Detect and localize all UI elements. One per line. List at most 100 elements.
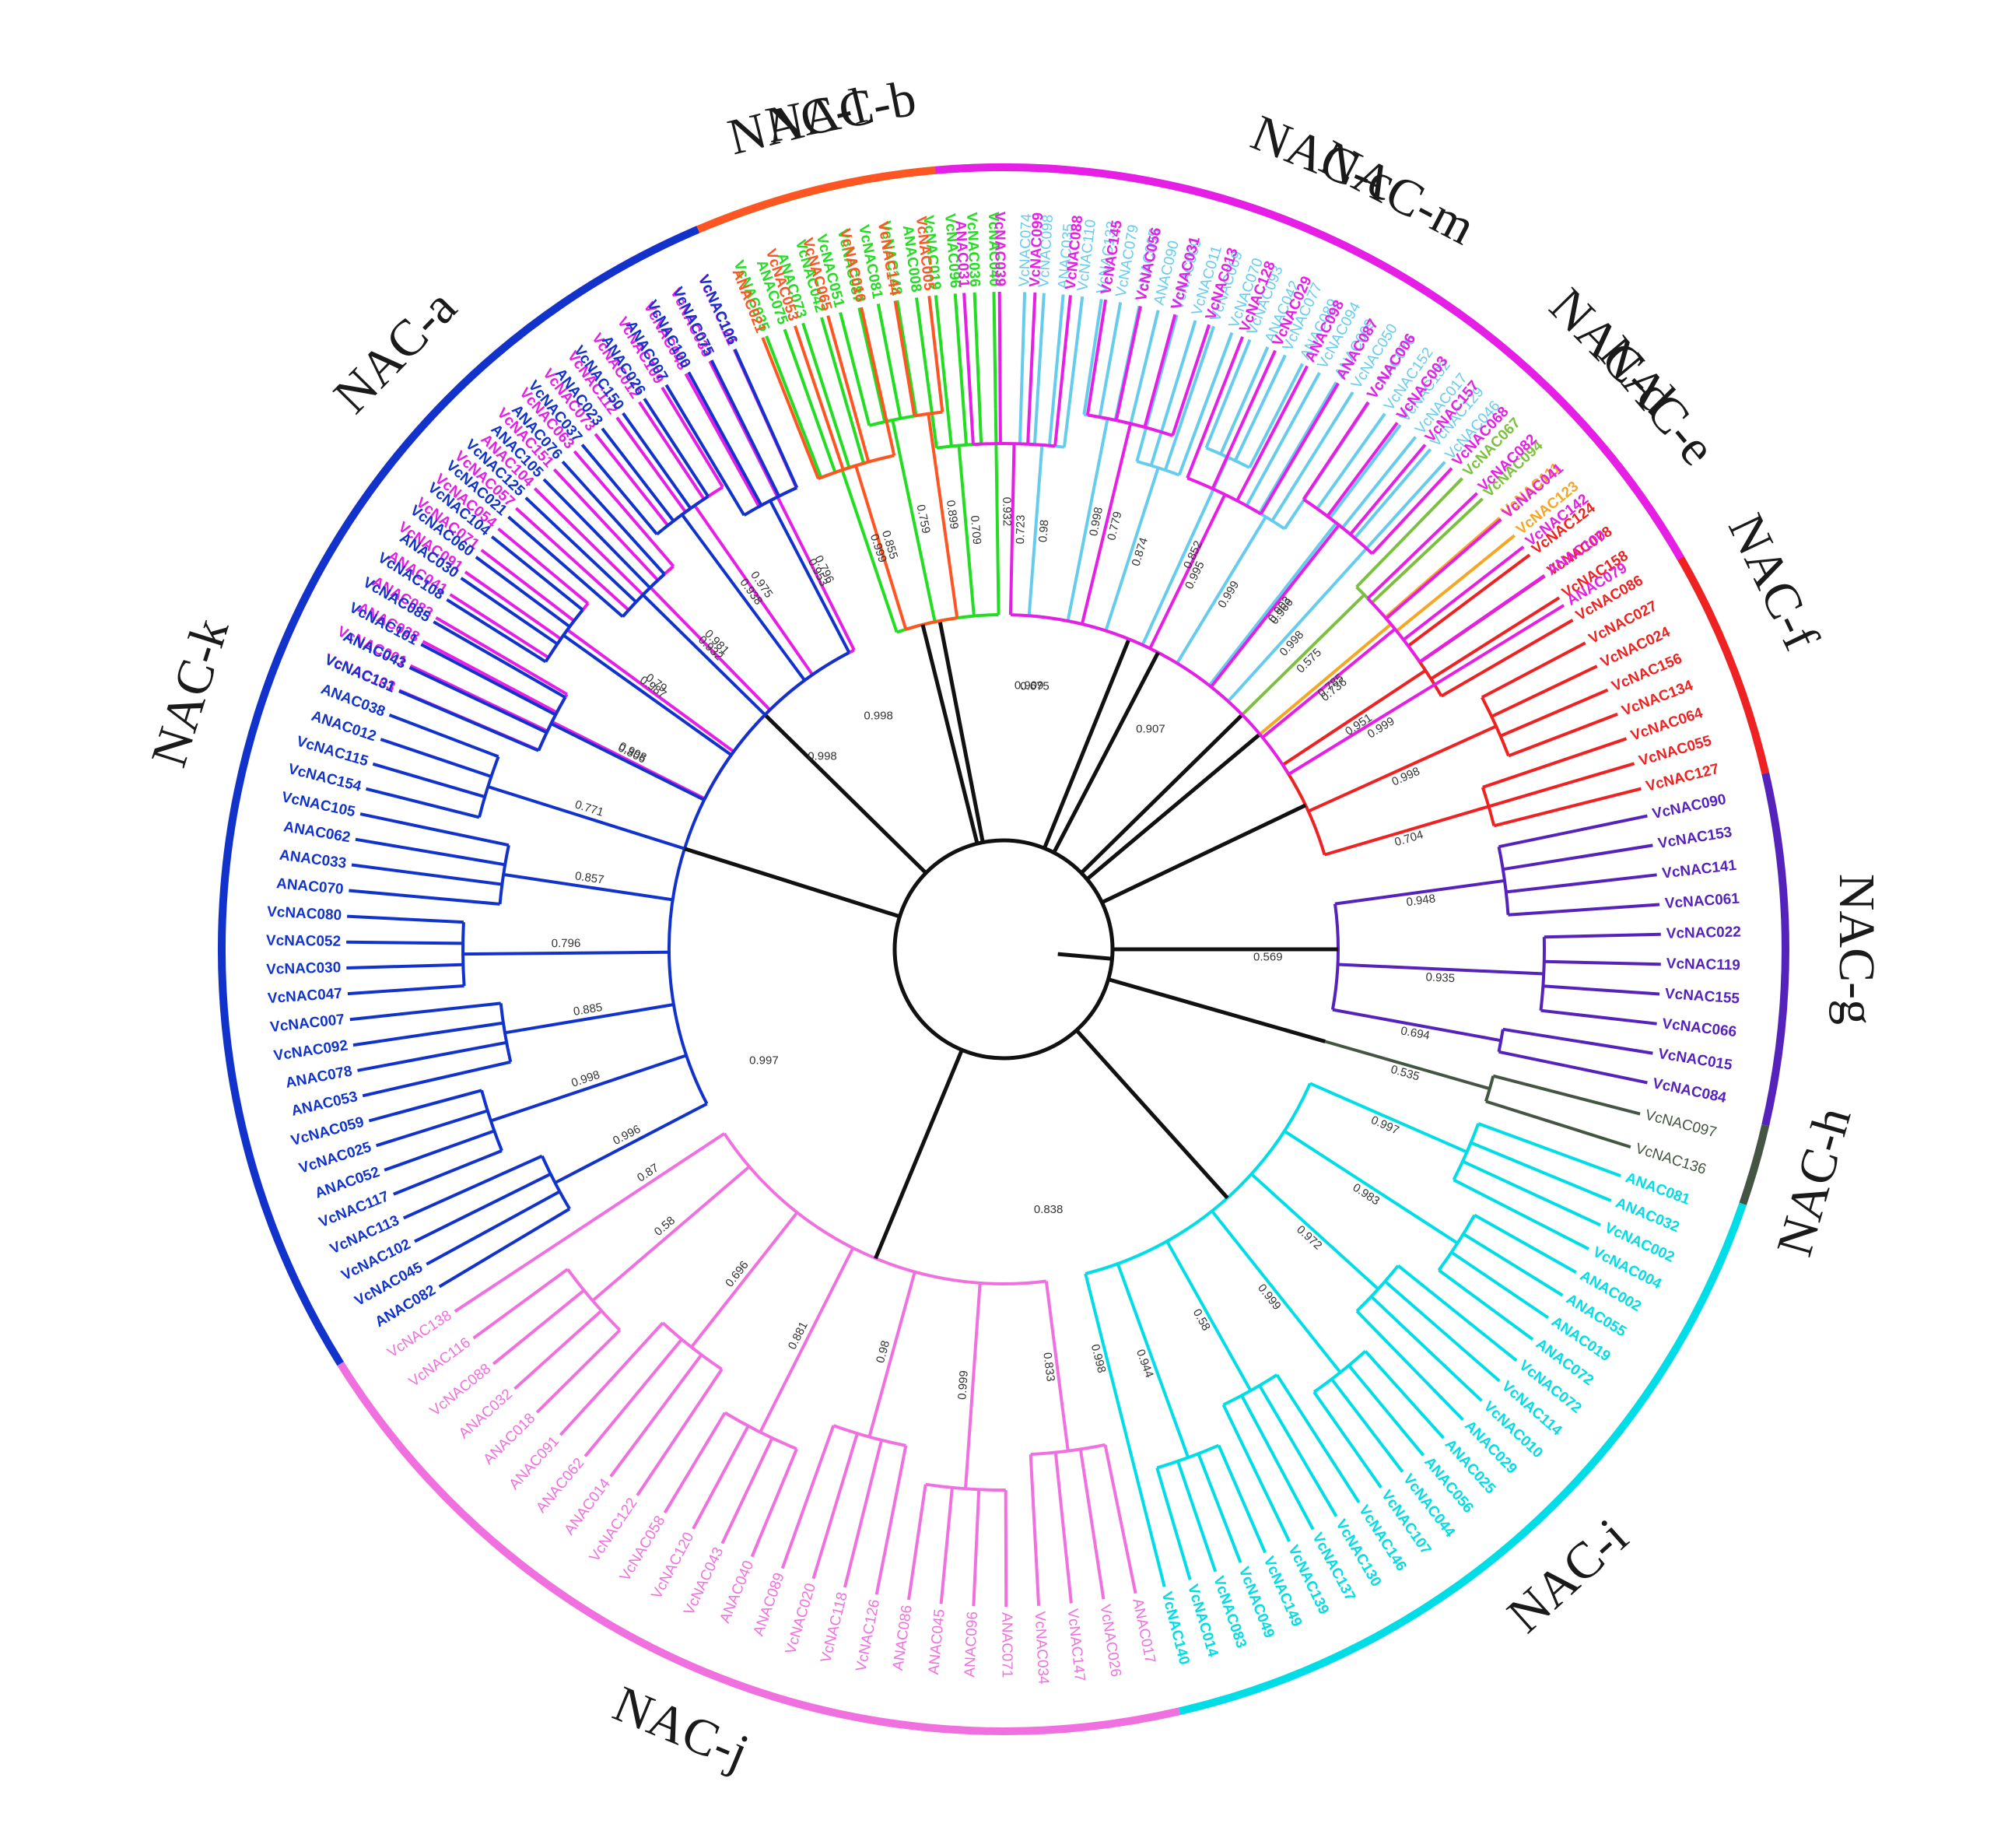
bootstrap-value: 0.885	[573, 1001, 604, 1019]
leaf-label: ANAC040	[717, 1559, 758, 1625]
leaf-label: VcNAC039	[991, 212, 1008, 286]
bootstrap-value: 0.999	[955, 1370, 971, 1401]
leaf-label: VcNAC141	[1661, 857, 1737, 882]
leaf-label: VcNAC127	[1645, 761, 1721, 795]
leaf-label: VcNAC052	[266, 933, 341, 950]
leaf-label: VcNAC105	[280, 789, 357, 820]
bootstrap-value: 0.535	[1389, 1063, 1421, 1084]
tree-branches	[346, 291, 1661, 1608]
internal-bootstrap: 0.998	[808, 749, 837, 763]
bootstrap-value: 0.899	[944, 500, 961, 531]
leaf-label: ANAC089	[751, 1571, 788, 1639]
clade-arc-nac-g	[1761, 772, 1789, 1127]
bootstrap-value: 0.723	[1014, 515, 1028, 545]
clade-arc-nac-i	[1178, 1202, 1747, 1716]
clade-arc-nac-k	[218, 226, 700, 1366]
internal-bootstrap: 0.997	[749, 1054, 779, 1068]
bootstrap-value: 0.58	[652, 1214, 678, 1239]
leaf-label: VcNAC153	[1657, 824, 1733, 852]
leaf-label: VcNAC034	[1031, 1611, 1051, 1685]
clade-name-nac-m: NAC-m	[1311, 129, 1484, 256]
leaf-label: ANAC033	[279, 847, 348, 872]
leaf-label: VcNAC026	[1097, 1603, 1124, 1678]
internal-bootstrap: 0.907	[1136, 722, 1165, 735]
clade-arc-nac-h	[1739, 1124, 1770, 1205]
leaf-label: ANAC053	[290, 1089, 359, 1120]
leaf-label: VcNAC119	[1666, 956, 1741, 973]
leaf-label: VcNAC099	[1027, 212, 1047, 287]
leaf-label: ANAC070	[275, 875, 344, 898]
internal-bootstrap: 0.838	[1034, 1203, 1064, 1216]
clade-name-nac-l: NAC-l	[723, 77, 872, 166]
leaf-label: VcNAC036	[963, 212, 983, 287]
bootstrap-value: 0.998	[1087, 506, 1106, 537]
leaf-label: ANAC062	[282, 819, 352, 846]
bootstrap-value: 0.948	[1406, 892, 1437, 909]
leaf-label: VcNAC047	[267, 986, 342, 1007]
clade-arc-nac-m	[934, 163, 1684, 561]
leaf-label: VcNAC092	[272, 1037, 349, 1064]
leaf-labels: VcNAC103VcNAC001ANAC028ANAC083ANAC041VcN…	[266, 212, 1741, 1685]
bootstrap-value: 0.58	[1190, 1306, 1213, 1333]
bootstrap-value: 0.944	[1134, 1348, 1156, 1380]
leaf-label: VcNAC147	[1064, 1608, 1088, 1682]
clade-arc-nac-b	[709, 163, 1004, 228]
leaf-label: VcNAC084	[1651, 1075, 1728, 1106]
leaf-label: ANAC045	[926, 1608, 948, 1675]
leaf-label: VcNAC061	[1664, 891, 1740, 913]
bootstrap-value: 0.98	[1036, 519, 1051, 542]
clade-name-nac-g: NAC-g	[1828, 874, 1885, 1025]
clade-name-nac-h: NAC-h	[1766, 1101, 1863, 1262]
leaf-label: VcNAC090	[1651, 791, 1727, 822]
leaf-label: VcNAC030	[266, 959, 342, 978]
bootstrap-value: 0.874	[1129, 536, 1151, 568]
leaf-label: VcNAC080	[267, 904, 342, 924]
leaf-label: ANAC031	[951, 219, 972, 288]
bootstrap-value: 0.857	[574, 869, 605, 886]
leaf-label: VcNAC015	[1657, 1046, 1734, 1074]
internal-bootstrap: 0.998	[864, 709, 893, 722]
leaf-label: VcNAC066	[1661, 1015, 1737, 1040]
leaf-label: ANAC071	[998, 1612, 1015, 1678]
bootstrap-value: 0.796	[552, 937, 581, 950]
leaf-label: VcNAC136	[1634, 1141, 1708, 1178]
clade-name-nac-k: NAC-k	[140, 612, 240, 773]
leaf-label: VcNAC007	[269, 1012, 345, 1036]
bootstrap-value: 0.881	[786, 1320, 811, 1352]
clade-name-nac-i: NAC-i	[1497, 1508, 1638, 1643]
leaf-label: VcNAC097	[1643, 1107, 1718, 1141]
leaf-label: ANAC078	[284, 1063, 353, 1092]
clade-name-nac-j: NAC-j	[605, 1675, 756, 1781]
clade-name-nac-f: NAC-f	[1717, 506, 1830, 659]
internal-bootstrap: 0.569	[1253, 950, 1283, 963]
leaf-label: VcNAC155	[1664, 986, 1740, 1008]
leaf-label: VcNAC118	[818, 1590, 851, 1664]
bootstrap-value: 0.87	[635, 1161, 661, 1184]
leaf-label: VcNAC043	[681, 1545, 727, 1618]
bootstrap-value: 0.709	[968, 515, 983, 545]
leaf-label: VcNAC020	[783, 1581, 819, 1656]
internal-bootstrap: 0.909	[1015, 679, 1044, 693]
bootstrap-value: 0.694	[1400, 1024, 1431, 1042]
clade-arc-nac-l	[696, 166, 936, 233]
leaf-label: VcNAC040	[985, 212, 1002, 286]
bootstrap-value: 0.704	[1393, 828, 1425, 849]
bootstrap-value: 0.932	[1000, 497, 1014, 527]
clade-arc-nac-j	[337, 1361, 1181, 1735]
bootstrap-value: 0.935	[1425, 970, 1455, 985]
leaf-label: VcNAC126	[853, 1598, 883, 1673]
leaf-label: VcNAC154	[286, 761, 363, 795]
leaf-label: VcNAC022	[1666, 924, 1742, 942]
leaf-label: VcNAC074	[1016, 213, 1035, 287]
leaf-label: ANAC096	[962, 1611, 981, 1678]
leaf-label: VcNAC140	[1158, 1590, 1193, 1666]
tree-root-circle	[892, 838, 1115, 1061]
leaf-label: ANAC086	[890, 1604, 916, 1672]
clade-outer-arcs	[218, 163, 1789, 1735]
internal-bootstrap: 0.675	[1020, 679, 1050, 693]
leaf-label: ANAC017	[1129, 1597, 1158, 1664]
bootstrap-value: 0.833	[1040, 1352, 1057, 1382]
